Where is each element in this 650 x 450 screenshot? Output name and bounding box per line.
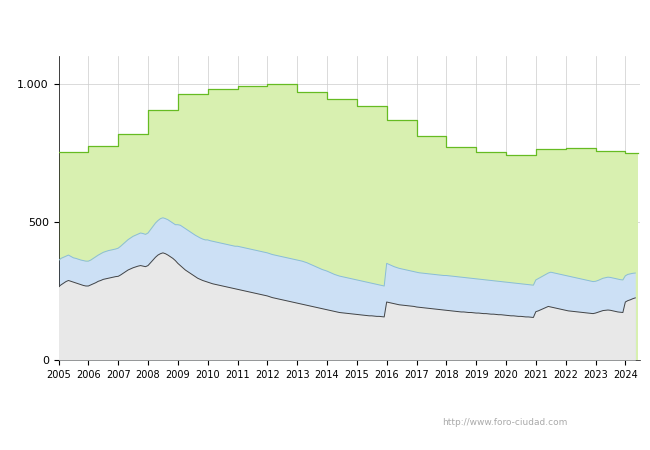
Text: http://www.foro-ciudad.com: http://www.foro-ciudad.com (442, 418, 567, 427)
Text: Cuerva  -  Evolucion de la poblacion en edad de Trabajar Mayo de 2024: Cuerva - Evolucion de la poblacion en ed… (69, 17, 581, 30)
